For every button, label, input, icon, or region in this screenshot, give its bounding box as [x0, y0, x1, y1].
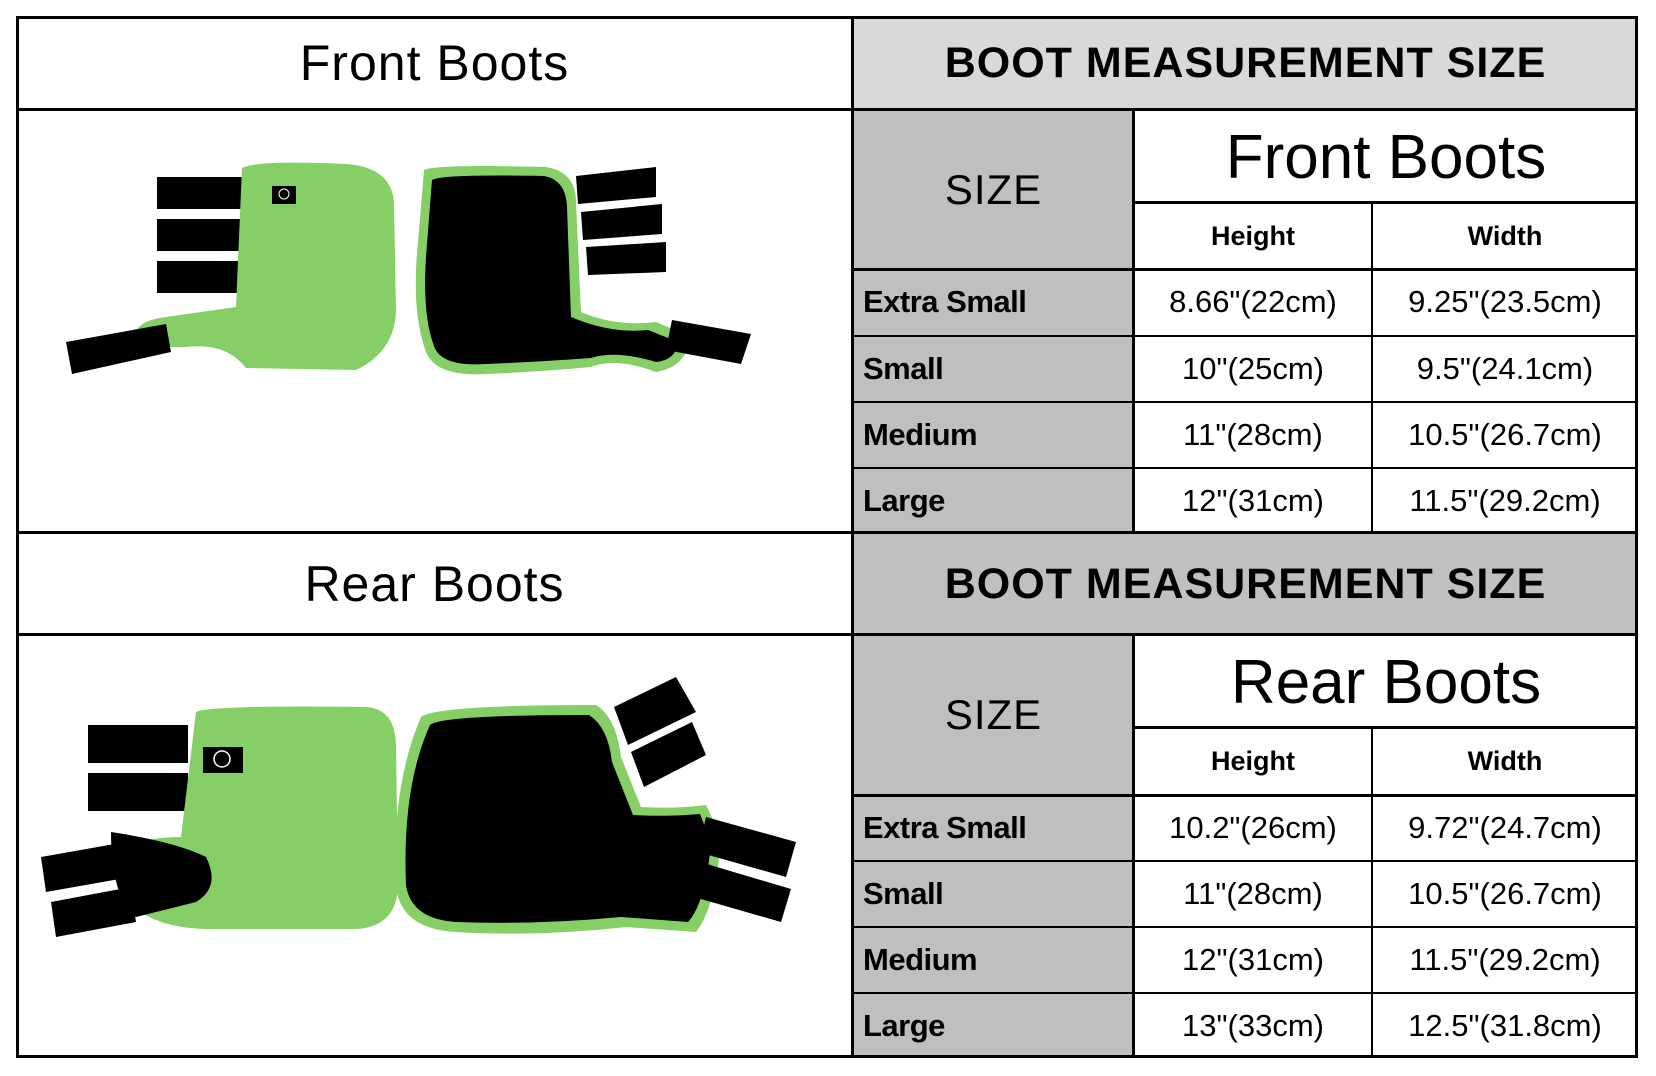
divider [1371, 203, 1373, 533]
front-table-title: Front Boots [1225, 123, 1547, 192]
rear-size-label: SIZE [944, 691, 1043, 738]
outer-border [16, 16, 1638, 1058]
rear-row-height: 10.2"(26cm) [1169, 810, 1337, 845]
divider [16, 108, 1638, 111]
divider [1132, 635, 1135, 1058]
front-size-column-bg [853, 110, 1134, 533]
divider [853, 268, 1638, 271]
rear-row-size: Medium [863, 942, 978, 977]
rear-header-bg [853, 533, 1638, 635]
front-row-width: 10.5"(26.7cm) [1408, 417, 1602, 452]
divider [853, 467, 1638, 469]
rear-row-size: Extra Small [863, 810, 1027, 845]
divider [853, 794, 1638, 797]
front-row-width: 11.5"(29.2cm) [1409, 482, 1601, 518]
divider [853, 992, 1638, 994]
front-row-height: 10"(25cm) [1182, 351, 1324, 386]
front-height-header: Height [1211, 220, 1295, 251]
rear-row-height: 12"(31cm) [1182, 942, 1324, 977]
divider [853, 335, 1638, 337]
divider [853, 860, 1638, 862]
rear-size-column-bg [853, 635, 1134, 1058]
rear-row-width: 12.5"(31.8cm) [1408, 1007, 1602, 1043]
front-row-width: 9.5"(24.1cm) [1416, 351, 1594, 386]
divider [1134, 726, 1638, 729]
center-divider [851, 16, 854, 1058]
front-measurement-header: BOOT MEASUREMENT SIZE [944, 38, 1547, 87]
front-row-height: 8.66"(22cm) [1169, 284, 1337, 319]
front-row-size: Large [863, 482, 945, 518]
rear-row-width: 9.72"(24.7cm) [1408, 810, 1602, 845]
front-boots-left-title: Front Boots [299, 35, 570, 91]
front-boot-outer [66, 162, 396, 374]
front-width-header: Width [1467, 220, 1543, 251]
front-row-size: Medium [863, 417, 978, 452]
rear-boot-outer [41, 706, 398, 937]
front-row-size: Small [863, 351, 944, 386]
rear-table-title: Rear Boots [1230, 648, 1542, 717]
rear-boots-illustration [41, 677, 796, 937]
front-boot-inner [415, 166, 751, 375]
divider [853, 401, 1638, 403]
front-row-size: Extra Small [863, 284, 1027, 319]
front-row-width: 9.25"(23.5cm) [1408, 284, 1602, 319]
front-row-height: 11"(28cm) [1183, 417, 1323, 452]
rear-height-header: Height [1211, 746, 1295, 776]
brand-logo-icon [272, 186, 296, 204]
rear-boot-inner [395, 677, 796, 934]
divider [16, 531, 1638, 534]
front-boots-illustration [66, 162, 751, 375]
divider [1371, 728, 1373, 1058]
divider [1134, 201, 1638, 204]
divider [853, 926, 1638, 928]
front-row-height: 12"(31cm) [1182, 482, 1324, 518]
front-size-label: SIZE [944, 165, 1043, 213]
rear-row-height: 13"(33cm) [1182, 1007, 1324, 1043]
rear-row-width: 11.5"(29.2cm) [1409, 942, 1601, 977]
divider [1132, 110, 1135, 533]
rear-row-size: Large [863, 1007, 945, 1043]
rear-row-height: 11"(28cm) [1183, 876, 1323, 911]
rear-measurement-header: BOOT MEASUREMENT SIZE [944, 559, 1547, 608]
front-header-bg [853, 16, 1638, 110]
divider [16, 633, 1638, 636]
rear-boots-left-title: Rear Boots [304, 556, 565, 612]
rear-row-width: 10.5"(26.7cm) [1408, 876, 1602, 911]
rear-width-header: Width [1467, 746, 1543, 776]
rear-row-size: Small [863, 876, 944, 911]
